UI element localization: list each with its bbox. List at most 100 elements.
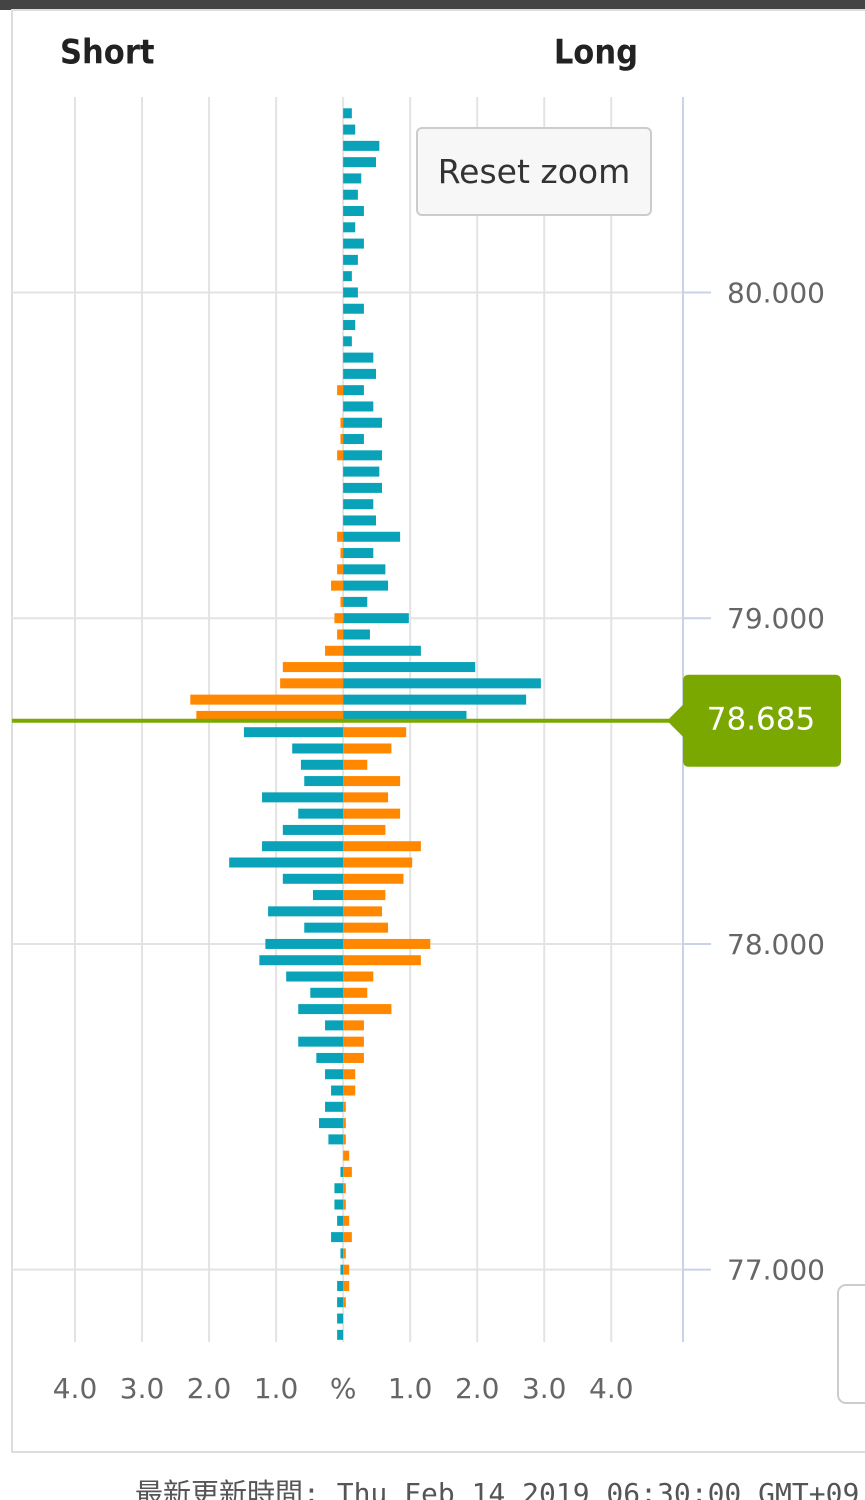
bar xyxy=(343,857,413,868)
bar xyxy=(304,776,344,787)
bar xyxy=(343,254,358,265)
bar xyxy=(343,1297,346,1308)
bar xyxy=(337,1297,344,1308)
bar xyxy=(262,841,344,852)
current-price-label: 78.685 xyxy=(707,701,815,737)
current-price-flag xyxy=(667,674,841,767)
bar xyxy=(286,971,344,982)
bar xyxy=(343,1166,352,1177)
bar xyxy=(343,1232,352,1243)
bar xyxy=(343,776,401,787)
bar xyxy=(343,564,386,575)
bar xyxy=(343,629,370,640)
bar xyxy=(337,1329,344,1340)
bar xyxy=(343,303,364,314)
bar xyxy=(298,1036,344,1047)
footnote: 最新更新時間: Thu Feb 14 2019 06:30:00 GMT+09 xyxy=(135,1477,860,1500)
x-tick-label: 3.0 xyxy=(522,1372,567,1405)
bar xyxy=(343,206,364,217)
bar xyxy=(343,140,380,151)
bar xyxy=(343,694,527,705)
bar xyxy=(343,1134,346,1145)
bar xyxy=(343,482,383,493)
bar xyxy=(343,157,376,168)
bar xyxy=(337,1280,344,1291)
reset-zoom-button[interactable]: Reset zoom xyxy=(416,127,652,216)
bar xyxy=(343,841,421,852)
bar xyxy=(334,1199,344,1210)
y-tick-label: 77.000 xyxy=(727,1254,825,1287)
bar xyxy=(343,743,392,754)
bar xyxy=(319,1118,344,1129)
bar xyxy=(343,531,401,542)
bar xyxy=(243,727,344,738)
bar xyxy=(343,596,368,607)
bar xyxy=(337,629,344,640)
bar xyxy=(259,955,344,966)
bar xyxy=(310,987,344,998)
bar xyxy=(343,710,467,721)
bar xyxy=(343,873,404,884)
bar xyxy=(343,368,376,379)
bar xyxy=(343,1101,346,1112)
bar xyxy=(343,890,386,901)
x-tick-label: 1.0 xyxy=(254,1372,299,1405)
bar xyxy=(343,548,374,559)
bar xyxy=(343,1183,346,1194)
header-long: Long xyxy=(554,33,638,73)
bar xyxy=(343,938,431,949)
bar xyxy=(343,1069,356,1080)
bar xyxy=(343,515,376,526)
bar xyxy=(343,238,364,249)
bar xyxy=(337,531,344,542)
bar xyxy=(316,1052,344,1063)
x-tick-label: 3.0 xyxy=(120,1372,165,1405)
bar xyxy=(343,124,356,135)
bar xyxy=(343,955,421,966)
bar xyxy=(343,727,407,738)
y-tick-label: 79.000 xyxy=(727,602,825,635)
bar xyxy=(340,434,344,445)
bar xyxy=(196,710,344,721)
bar xyxy=(343,1280,350,1291)
bar xyxy=(343,580,389,591)
x-tick-label: 2.0 xyxy=(455,1372,500,1405)
x-tick-label: 4.0 xyxy=(53,1372,98,1405)
bar xyxy=(325,1020,344,1031)
bar xyxy=(337,450,344,461)
bar xyxy=(343,434,364,445)
bar xyxy=(343,173,362,184)
bar xyxy=(343,1052,364,1063)
bar xyxy=(337,385,344,396)
bar xyxy=(343,678,541,689)
bar xyxy=(343,1036,364,1047)
bar xyxy=(312,890,344,901)
x-tick-label: 1.0 xyxy=(388,1372,433,1405)
bar xyxy=(343,1264,350,1275)
bar xyxy=(268,906,344,917)
bar xyxy=(343,450,383,461)
bar xyxy=(298,808,344,819)
bar xyxy=(337,564,344,575)
x-tick-label: 4.0 xyxy=(589,1372,634,1405)
bar xyxy=(229,857,344,868)
bar xyxy=(340,1248,344,1259)
bar xyxy=(340,596,344,607)
bar xyxy=(343,417,383,428)
bar xyxy=(343,808,401,819)
bar xyxy=(340,417,344,428)
bar xyxy=(331,580,344,591)
bar xyxy=(292,743,344,754)
bar xyxy=(343,189,358,200)
bar xyxy=(282,824,344,835)
bar xyxy=(343,645,421,656)
bar xyxy=(334,613,344,624)
bar xyxy=(343,499,374,510)
bar xyxy=(325,645,344,656)
side-widget xyxy=(837,1284,865,1404)
bar xyxy=(298,1004,344,1015)
x-tick-label: 2.0 xyxy=(187,1372,232,1405)
bar xyxy=(328,1134,344,1145)
